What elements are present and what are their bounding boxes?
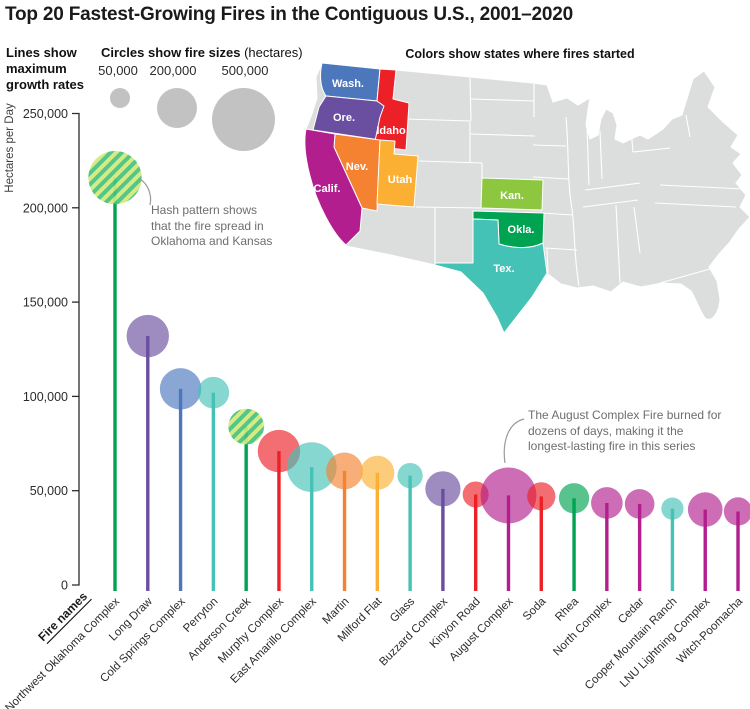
y-tick-label: 150,000 — [23, 296, 68, 310]
fire-bubble — [88, 150, 142, 205]
y-tick-label: 0 — [61, 579, 68, 593]
y-tick-label: 250,000 — [23, 107, 68, 121]
legend-circle-small — [110, 88, 130, 108]
state-label-utah: Utah — [388, 174, 413, 186]
state-texas — [434, 218, 548, 334]
state-utah — [376, 139, 419, 208]
y-tick-label: 200,000 — [23, 201, 68, 215]
fire-bubble — [425, 471, 461, 507]
y-axis-title: Hectares per Day — [4, 103, 16, 193]
state-label-idaho: Idaho — [376, 125, 406, 137]
map-title: Colors show states where fires started — [405, 47, 635, 61]
fire-bubble — [197, 376, 230, 409]
fire-label: North Complex — [551, 595, 614, 658]
state-label-oregon: Ore. — [333, 112, 355, 124]
fire-label: Martin — [321, 596, 352, 627]
legend-circles-unit: (hectares) — [240, 45, 303, 60]
fire-bubble — [126, 314, 169, 358]
y-tick-label: 50,000 — [30, 484, 68, 498]
fire-label: Soda — [521, 595, 549, 623]
fire-bubble — [527, 482, 556, 511]
legend-circle-large — [212, 88, 275, 151]
state-label-california: Calif. — [314, 183, 341, 195]
hash-annotation-connector — [139, 178, 152, 206]
fire-bubble — [360, 455, 395, 490]
state-label-texas: Tex. — [493, 263, 514, 275]
legend-circles-label-bold: Circles show fire sizes — [101, 45, 241, 60]
fire-bubble — [397, 462, 423, 489]
fire-label: Glass — [388, 595, 417, 624]
fire-label: August Complex — [447, 595, 515, 663]
state-california — [304, 128, 363, 246]
y-tick-label: 100,000 — [23, 390, 68, 404]
state-label-kansas: Kan. — [500, 190, 524, 202]
fire-bubble — [480, 467, 537, 524]
x-axis-title-underline — [46, 598, 92, 645]
state-label-oklahoma: Okla. — [508, 224, 535, 236]
fire-bubble — [159, 368, 202, 410]
fire-bubble — [228, 408, 265, 445]
fire-bubble — [687, 492, 723, 527]
y-axis — [72, 112, 80, 586]
fire-bubble — [624, 489, 655, 519]
legend-lines-label: Lines show maximum growth rates — [6, 45, 85, 92]
fire-label: Rhea — [553, 595, 581, 623]
page-title: Top 20 Fastest-Growing Fires in the Cont… — [5, 4, 573, 25]
state-kansas — [480, 177, 544, 211]
state-boundaries — [405, 77, 745, 287]
state-label-washington: Wash. — [332, 78, 364, 90]
legend-size-label-3: 500,000 — [221, 63, 269, 78]
state-label-nevada: Nev. — [346, 161, 368, 173]
fire-bubble — [286, 442, 337, 493]
hash-annotation: Hash pattern shows that the fire spread … — [151, 203, 273, 248]
august-annotation: The August Complex Fire burned for dozen… — [528, 408, 722, 453]
fire-label: Cedar — [616, 596, 647, 627]
us-map: Wash. Ore. Idaho Nev. Utah Calif. Kan. O… — [304, 62, 750, 334]
legend-circle-medium — [157, 88, 197, 128]
fire-bubble — [723, 497, 750, 526]
august-annotation-connector — [503, 418, 525, 464]
legend-size-label-1: 50,000 — [98, 63, 138, 78]
fire-bubble — [591, 487, 623, 519]
fire-bubble — [326, 452, 363, 490]
legend-circles-label: Circles show fire sizes (hectares) — [101, 45, 303, 60]
fire-bubble — [661, 497, 684, 520]
fire-bubble — [558, 483, 590, 514]
legend-size-label-2: 200,000 — [149, 63, 197, 78]
